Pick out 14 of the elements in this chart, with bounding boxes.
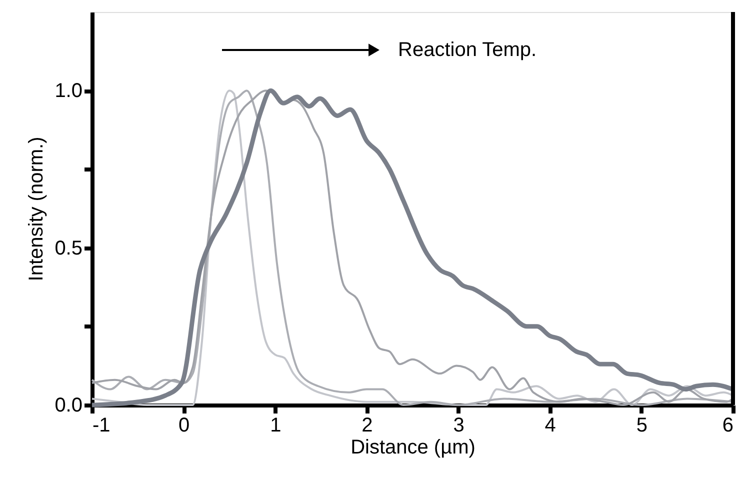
x-tick-label: 3	[453, 414, 464, 436]
y-tick-label: 0.5	[54, 237, 82, 260]
x-tick-label: 6	[722, 414, 734, 436]
x-tick-label: -1	[92, 414, 110, 436]
x-tick-label: 4	[544, 414, 556, 436]
y-axis-title: Intensity (norm.)	[26, 136, 48, 282]
x-tick-label: 1	[270, 414, 282, 436]
x-axis-title: Distance (µm)	[350, 436, 476, 458]
x-tick-label: 0	[178, 414, 190, 436]
y-tick-label: 1.0	[54, 80, 82, 102]
x-tick-label: 5	[636, 414, 648, 436]
annotation: Reaction Temp.	[398, 39, 537, 61]
x-tick-label: 2	[362, 414, 373, 436]
y-tick-label: 0.0	[54, 394, 82, 416]
